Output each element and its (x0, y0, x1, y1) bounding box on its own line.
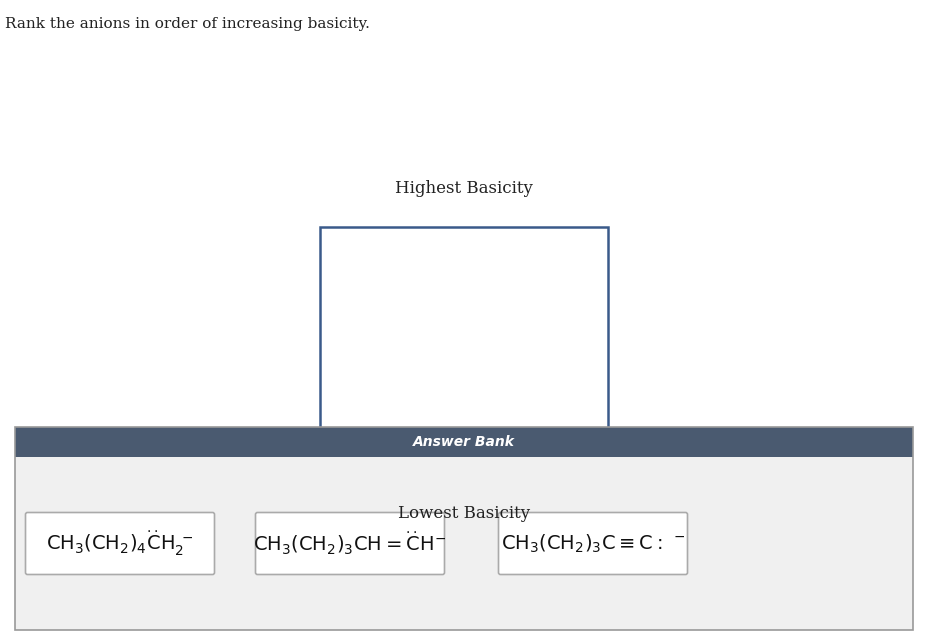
Text: Rank the anions in order of increasing basicity.: Rank the anions in order of increasing b… (5, 17, 370, 31)
Text: $\mathrm{CH_3(CH_2)_4\overset{..}{C}H_2^{\ -}}$: $\mathrm{CH_3(CH_2)_4\overset{..}{C}H_2^… (46, 529, 194, 558)
Bar (15, 457, 912, 630)
Text: Answer Bank: Answer Bank (413, 435, 514, 449)
Text: $\mathrm{CH_3(CH_2)_3CH{=}\overset{..}{C}H^{-}}$: $\mathrm{CH_3(CH_2)_3CH{=}\overset{..}{C… (253, 530, 446, 557)
FancyBboxPatch shape (255, 513, 444, 574)
Text: Lowest Basicity: Lowest Basicity (398, 505, 529, 522)
Bar (320, 227, 607, 497)
Bar (15, 427, 912, 630)
Text: $\mathrm{CH_3(CH_2)_3C{\equiv}C{:}^{\ -}}$: $\mathrm{CH_3(CH_2)_3C{\equiv}C{:}^{\ -}… (501, 532, 685, 555)
FancyBboxPatch shape (498, 513, 687, 574)
Text: Highest Basicity: Highest Basicity (395, 180, 532, 197)
Bar (15, 427, 912, 457)
FancyBboxPatch shape (25, 513, 214, 574)
